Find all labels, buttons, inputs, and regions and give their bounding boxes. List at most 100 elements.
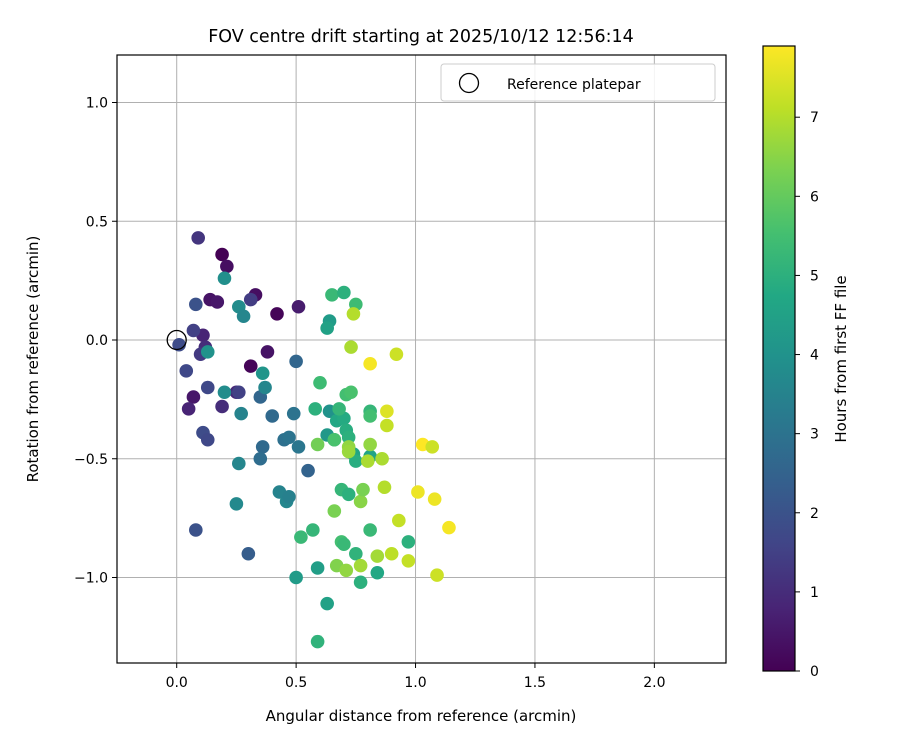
data-point — [337, 537, 351, 552]
grid — [117, 55, 726, 663]
data-point — [255, 440, 270, 454]
data-point — [236, 309, 251, 324]
data-point — [320, 596, 334, 611]
data-point — [186, 390, 201, 404]
data-point — [375, 451, 389, 466]
y-tick-label: −0.5 — [74, 452, 108, 468]
reference-layer — [166, 329, 187, 351]
axis-ticks: 0.0 0.5 1.0 1.5 2.0 1.0 0.5 0.0 −0.5 −1.0 — [74, 96, 665, 692]
data-point — [186, 323, 201, 338]
data-point — [353, 575, 368, 590]
data-point — [255, 366, 270, 381]
chart-title: FOV centre drift starting at 2025/10/12 … — [208, 27, 634, 47]
data-point — [265, 409, 280, 423]
data-point — [356, 482, 370, 497]
data-point — [380, 404, 394, 419]
data-point — [389, 347, 404, 362]
y-tick-label: 0.5 — [86, 214, 108, 230]
data-point — [349, 454, 363, 468]
data-point — [217, 271, 232, 286]
data-point — [363, 409, 377, 423]
data-point — [291, 299, 306, 314]
data-point — [344, 385, 358, 400]
data-point — [289, 354, 303, 369]
data-point — [215, 399, 229, 414]
legend: Reference platepar — [440, 63, 716, 102]
data-point — [353, 494, 368, 509]
data-point — [377, 480, 392, 495]
data-point — [411, 485, 425, 499]
data-point — [241, 546, 256, 561]
colorbar-tick-label: 3 — [810, 427, 819, 443]
colorbar-label: Hours from first FF file — [832, 275, 850, 442]
data-point — [306, 523, 320, 537]
colorbar-tick-label: 0 — [810, 664, 819, 680]
colorbar-tick-label: 7 — [810, 110, 819, 126]
data-point — [401, 554, 416, 568]
y-tick-label: 1.0 — [86, 96, 108, 112]
data-points — [172, 231, 456, 649]
data-point — [310, 437, 325, 452]
data-point — [310, 634, 325, 649]
data-point — [363, 356, 377, 371]
colorbar-tick-label: 6 — [810, 189, 819, 205]
data-point — [234, 406, 248, 421]
data-point — [258, 380, 272, 395]
colorbar-tick-label: 2 — [810, 506, 819, 522]
data-point — [220, 259, 234, 274]
data-point — [181, 402, 196, 416]
data-point — [310, 561, 325, 575]
data-point — [200, 345, 215, 359]
data-point — [232, 456, 246, 471]
data-point — [360, 454, 375, 468]
x-tick-label: 1.5 — [524, 675, 546, 691]
data-point — [370, 549, 385, 563]
data-point — [291, 440, 306, 454]
data-point — [294, 530, 308, 544]
data-point — [260, 345, 275, 359]
data-point — [320, 321, 334, 335]
data-point — [289, 570, 303, 585]
data-point — [215, 247, 229, 262]
data-point — [341, 444, 356, 459]
data-point — [341, 430, 356, 445]
data-point — [210, 295, 225, 309]
data-point — [189, 523, 203, 537]
legend-reference-label: Reference platepar — [507, 77, 641, 93]
data-point — [353, 558, 368, 573]
data-point — [253, 451, 268, 466]
data-point — [243, 359, 258, 373]
data-point — [363, 437, 377, 452]
data-point — [427, 492, 442, 506]
colorbar — [762, 45, 796, 672]
data-point — [370, 565, 385, 580]
data-point — [301, 463, 315, 478]
data-point — [229, 497, 244, 511]
data-point — [243, 292, 258, 307]
data-point — [327, 504, 342, 518]
data-point — [339, 563, 354, 578]
colorbar-tick-label: 1 — [810, 585, 819, 601]
plot-frame — [116, 54, 727, 664]
x-tick-label: 2.0 — [643, 675, 665, 691]
y-tick-label: 0.0 — [86, 333, 108, 349]
data-point — [286, 406, 301, 421]
x-tick-label: 1.0 — [404, 675, 426, 691]
data-point — [380, 418, 394, 433]
colorbar-ticks: 0 1 2 3 4 5 6 7 — [795, 110, 819, 680]
data-point — [232, 385, 246, 400]
data-point — [401, 535, 416, 549]
data-point — [282, 430, 296, 445]
data-point — [346, 307, 361, 321]
data-point — [325, 288, 339, 302]
data-point — [200, 432, 215, 447]
x-tick-label: 0.0 — [166, 675, 188, 691]
colorbar-tick-label: 4 — [810, 348, 819, 364]
data-point — [282, 489, 296, 504]
data-point — [332, 402, 346, 416]
data-point — [425, 440, 440, 454]
data-point — [337, 285, 351, 300]
data-point — [341, 487, 356, 502]
data-point — [308, 402, 323, 416]
data-point — [344, 340, 358, 354]
